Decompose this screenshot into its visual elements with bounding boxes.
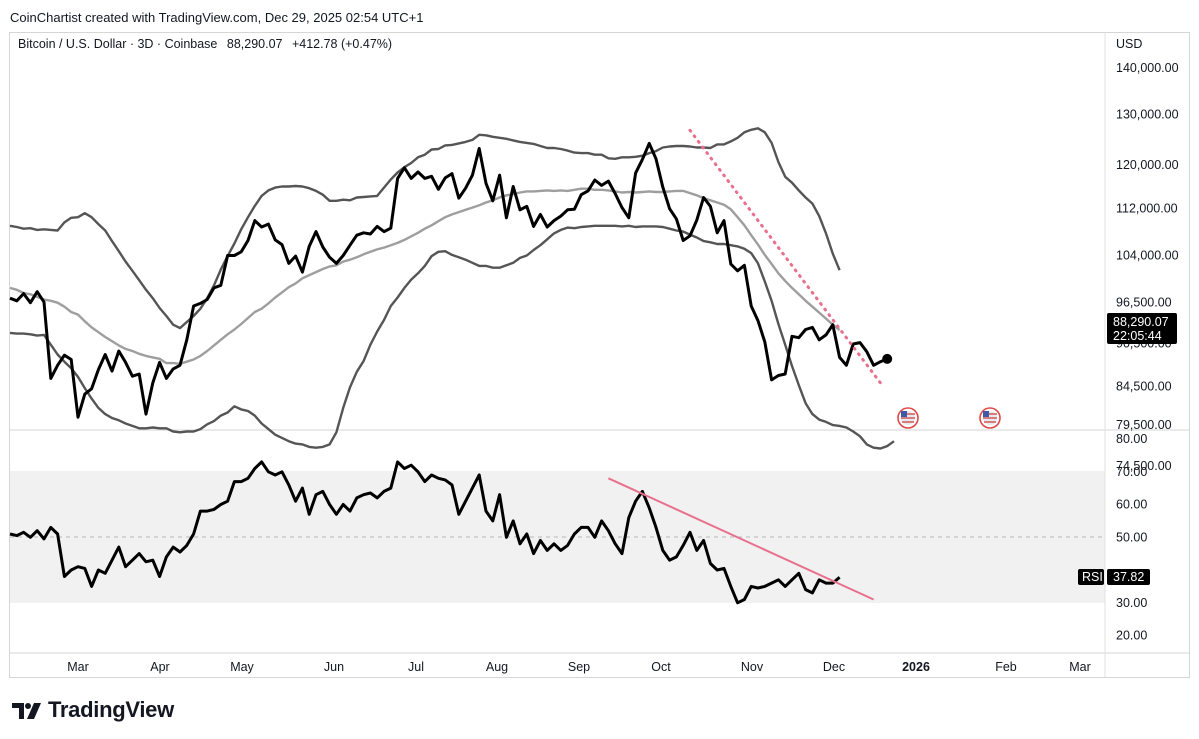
- last-price-label: 88,290.07 22:05:44: [1107, 313, 1177, 344]
- rsi-tick-label: 60.00: [1116, 498, 1147, 512]
- currency-label: USD: [1116, 37, 1142, 51]
- us-flag-icon[interactable]: [979, 407, 1001, 429]
- price-tick-label: 74,500.00: [1116, 459, 1172, 473]
- rsi-tick-label: 30.00: [1116, 596, 1147, 610]
- price-tick-label: 104,000.00: [1116, 249, 1179, 263]
- month-tick-label: Feb: [995, 660, 1017, 674]
- month-tick-label: Nov: [741, 660, 764, 674]
- month-tick-label: Mar: [67, 660, 89, 674]
- rsi-value-label: RSI 37.82: [1078, 569, 1150, 585]
- chart-frame: [9, 32, 1190, 678]
- legend-last-price: 88,290.07: [226, 37, 283, 51]
- price-tick-label: 84,500.00: [1116, 380, 1172, 394]
- last-price-value: 88,290.07: [1113, 315, 1169, 329]
- price-tick-label: 130,000.00: [1116, 108, 1179, 122]
- series-bollinger-lower[interactable]: [9, 224, 895, 450]
- chart-credit: CoinChartist created with TradingView.co…: [10, 10, 424, 25]
- tradingview-logo-icon: [12, 703, 41, 719]
- month-tick-label: Mar: [1069, 660, 1091, 674]
- last-price-dot: [882, 353, 893, 364]
- month-tick-label: Sep: [568, 660, 590, 674]
- rsi-last-value: 37.82: [1113, 570, 1144, 584]
- symbol-legend[interactable]: Bitcoin / U.S. Dollar · 3D · Coinbase 88…: [18, 37, 392, 51]
- month-tick-label: Oct: [651, 660, 671, 674]
- series-btc-close-3d[interactable]: [9, 141, 888, 419]
- rsi-label-name: RSI: [1082, 570, 1103, 584]
- symbol-name[interactable]: Bitcoin / U.S. Dollar · 3D · Coinbase: [18, 37, 218, 51]
- series-bollinger-basis-20-sma[interactable]: [9, 187, 841, 365]
- tradingview-logo-text: TradingView: [48, 697, 174, 722]
- series-rsi[interactable]: [9, 460, 841, 605]
- legend-change: +412.78 (+0.47%): [291, 37, 393, 51]
- price-tick-label: 112,000.00: [1116, 202, 1178, 216]
- price-tick-label: 79,500.00: [1116, 418, 1172, 432]
- month-tick-label: Dec: [823, 660, 845, 674]
- us-flag-icon[interactable]: [897, 407, 919, 429]
- rsi-tick-label: 70.00: [1116, 465, 1147, 479]
- rsi-tick-label: 50.00: [1116, 530, 1147, 544]
- rsi-tick-label: 80.00: [1116, 432, 1147, 446]
- month-tick-label: Jun: [324, 660, 344, 674]
- month-tick-label: Apr: [150, 660, 169, 674]
- rsi-trendline[interactable]: [607, 477, 875, 601]
- price-tick-label: 120,000.00: [1116, 158, 1179, 172]
- price-tick-label: 140,000.00: [1116, 61, 1179, 75]
- price-tick-label: 96,500.00: [1116, 296, 1172, 310]
- month-tick-label: 2026: [902, 660, 930, 674]
- month-tick-label: May: [230, 660, 254, 674]
- month-tick-label: Aug: [486, 660, 508, 674]
- rsi-tick-label: 20.00: [1116, 629, 1147, 643]
- month-tick-label: Jul: [408, 660, 424, 674]
- tradingview-logo[interactable]: TradingView: [12, 697, 174, 723]
- last-price-countdown: 22:05:44: [1113, 329, 1162, 343]
